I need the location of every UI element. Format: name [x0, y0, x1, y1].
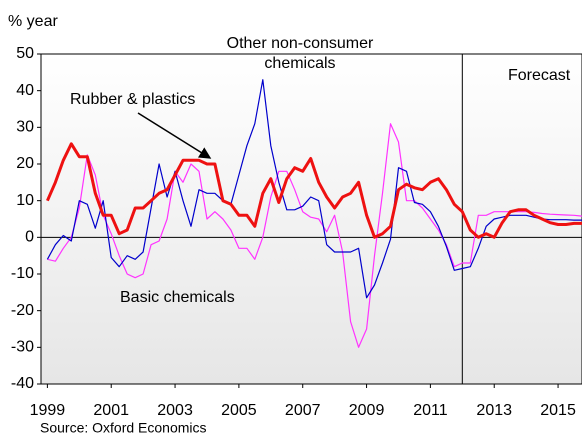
y-axis-label: % year [8, 13, 58, 30]
y-tick-label: -20 [11, 302, 34, 319]
x-tick-label: 2009 [349, 402, 385, 419]
x-tick-label: 2007 [285, 402, 321, 419]
annotation: chemicals [264, 55, 335, 72]
y-tick-label: -40 [11, 375, 34, 392]
series-line [46, 142, 582, 239]
x-tick-label: 2005 [221, 402, 257, 419]
x-tick-label: 1999 [30, 402, 66, 419]
y-tick-label: 40 [16, 82, 34, 99]
annotation: Basic chemicals [120, 289, 235, 306]
source: Source: Oxford Economics [40, 420, 207, 436]
annotation-arrow [137, 112, 212, 159]
series-line [46, 79, 582, 299]
annotation: Forecast [508, 67, 571, 84]
y-tick-label: 10 [16, 192, 34, 209]
y-tick-label: -10 [11, 265, 34, 282]
y-tick-label: -30 [11, 339, 34, 356]
x-tick-label: 2003 [157, 402, 193, 419]
y-tick-label: 20 [16, 155, 34, 172]
x-tick-label: 2001 [93, 402, 129, 419]
annotation: Other non-consumer [227, 35, 374, 52]
annotation: Rubber & plastics [70, 91, 195, 108]
x-tick-label: 2011 [413, 402, 448, 419]
x-tick-label: 2015 [540, 402, 576, 419]
y-tick-label: 50 [16, 45, 34, 62]
series-line [47, 123, 582, 348]
y-tick-label: 30 [16, 119, 34, 136]
x-tick-label: 2013 [476, 402, 512, 419]
y-tick-label: 0 [25, 229, 34, 246]
